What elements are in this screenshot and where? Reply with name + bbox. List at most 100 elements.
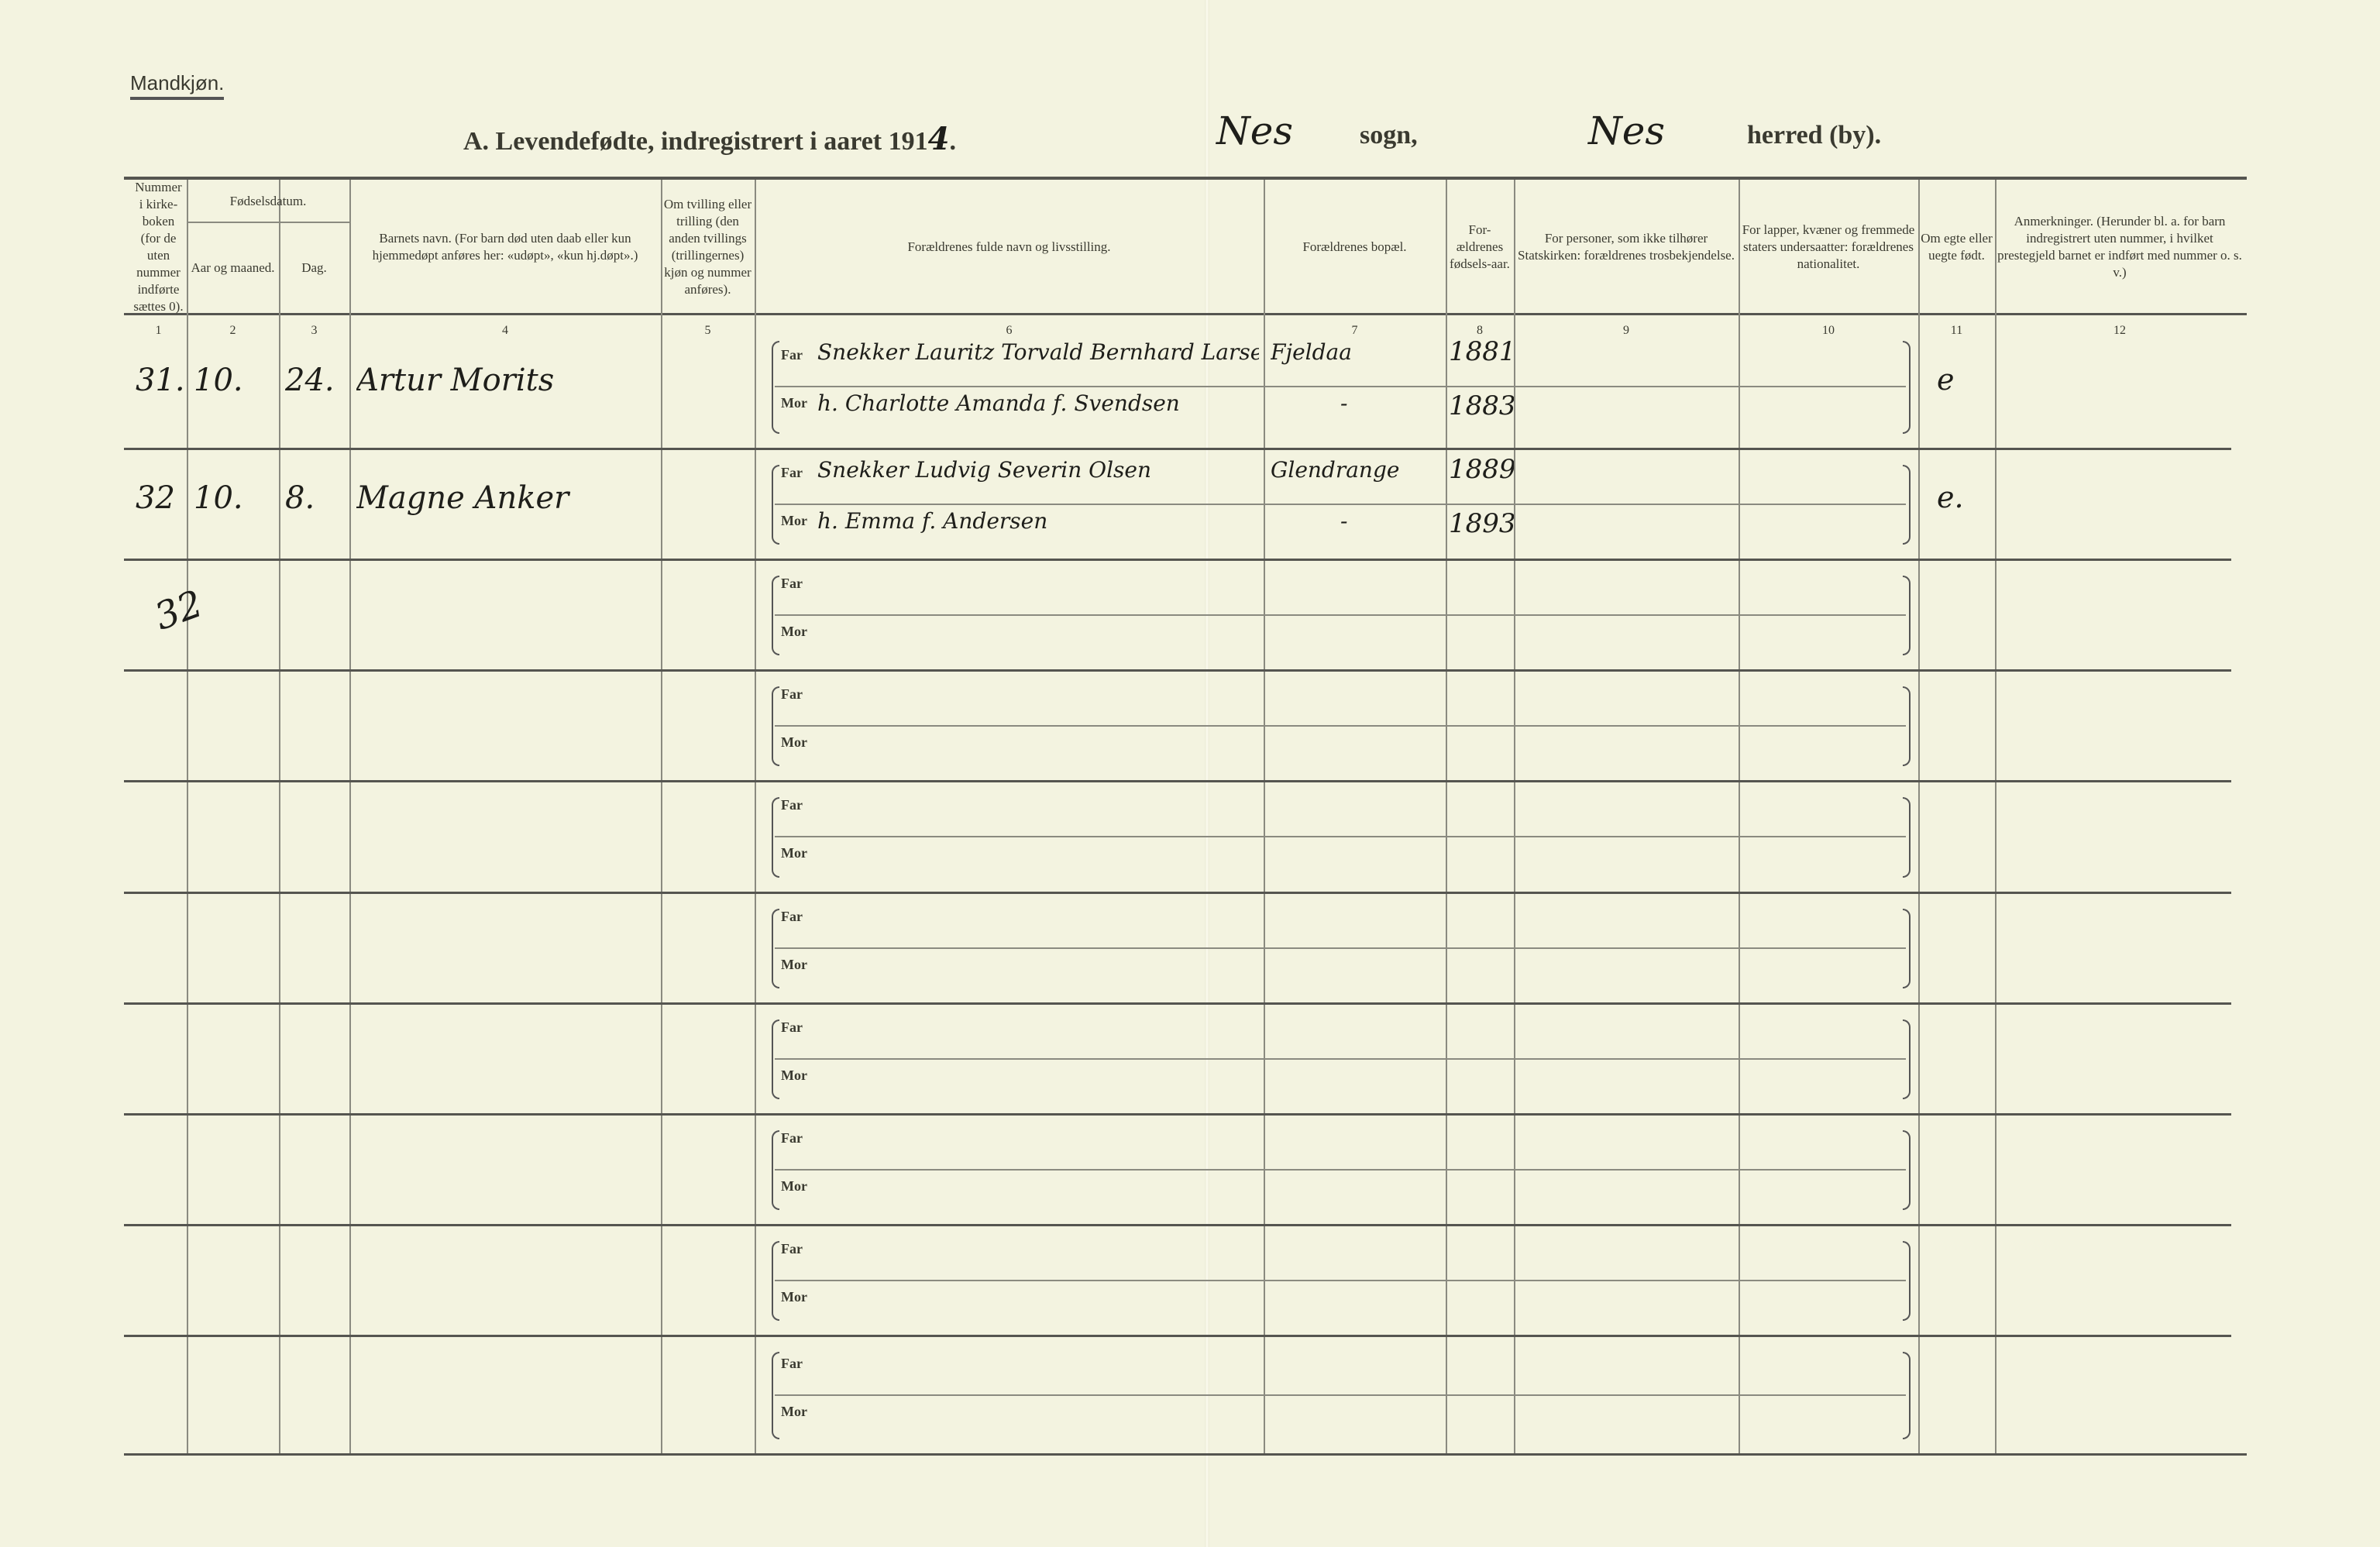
far-mor-divider — [775, 1394, 1906, 1396]
page-title: A. Levendefødte, indregistrert i aaret 1… — [463, 121, 956, 157]
far-mor-divider — [775, 947, 1906, 949]
column-header-6: Forældrenes fulde navn og livsstilling. — [907, 239, 1111, 254]
mother-name: h. Charlotte Amanda f. Svendsen — [817, 390, 1180, 416]
column-number-2: 2 — [229, 324, 236, 337]
row-rule — [124, 448, 2231, 450]
mor-label: Mor — [781, 623, 807, 639]
entry-day: 24. — [285, 363, 335, 398]
mor-label: Mor — [781, 1177, 807, 1194]
column-divider — [187, 180, 188, 1453]
right-brace-icon — [1903, 797, 1911, 878]
mor-label: Mor — [781, 734, 807, 750]
row-rule — [124, 1224, 2231, 1226]
column-divider — [1514, 180, 1515, 1453]
column-number-12: 12 — [2113, 324, 2126, 337]
far-mor-divider — [775, 1279, 1906, 1281]
sex-label: Mandkjøn. — [130, 71, 225, 100]
far-label: Far — [781, 797, 803, 813]
column-divider — [1918, 180, 1920, 1453]
left-brace-icon — [772, 1241, 779, 1321]
left-brace-icon — [772, 797, 779, 878]
right-brace-icon — [1903, 341, 1911, 434]
column-divider — [661, 180, 662, 1453]
father-birth-year: 1881 — [1449, 336, 1514, 367]
far-mor-divider — [775, 1057, 1906, 1060]
margin-note: 32 — [149, 582, 208, 639]
far-label: Far — [781, 1240, 803, 1257]
parish-handwritten: Nes — [1216, 108, 1293, 153]
far-mor-divider — [775, 836, 1906, 837]
row-rule — [124, 1335, 2231, 1337]
mother-residence: - — [1340, 507, 1348, 534]
row-rule — [124, 669, 2231, 672]
title-printed: A. Levendefødte, indregistrert i aaret 1… — [463, 127, 928, 156]
far-label: Far — [781, 1019, 803, 1035]
column-header-7: Forældrenes bopæl. — [1302, 239, 1407, 254]
row-rule — [124, 1002, 2231, 1005]
mor-label: Mor — [781, 845, 807, 861]
mor-label: Mor — [781, 956, 807, 972]
right-brace-icon — [1903, 465, 1911, 545]
far-mor-divider — [775, 724, 1906, 727]
entry-month: 10. — [194, 480, 243, 516]
column-header-10: For lapper, kvæner og fremmede staters u… — [1742, 222, 1915, 271]
district-label: herred (by). — [1747, 121, 1882, 150]
entry-number: 32 — [136, 480, 175, 516]
column-number-9: 9 — [1623, 324, 1629, 337]
column-divider — [1995, 180, 1997, 1453]
column-header-4: Barnets navn. (For barn død uten daab el… — [372, 231, 638, 263]
column-header-8: For-ældrenes fødsels-aar. — [1450, 222, 1510, 271]
column-divider — [1446, 180, 1447, 1453]
row-rule — [124, 892, 2231, 894]
column-number-8: 8 — [1477, 324, 1483, 337]
entry-number: 31. — [136, 363, 185, 398]
mor-label: Mor — [781, 395, 807, 411]
mother-residence: - — [1340, 390, 1348, 416]
mor-label: Mor — [781, 1288, 807, 1305]
left-brace-icon — [772, 1130, 779, 1210]
right-brace-icon — [1903, 909, 1911, 988]
mother-birth-year: 1883 — [1449, 390, 1514, 421]
far-label: Far — [781, 908, 803, 924]
mor-label: Mor — [781, 1403, 807, 1419]
right-brace-icon — [1903, 1130, 1911, 1210]
page-fold — [1205, 0, 1209, 1547]
right-brace-icon — [1903, 1352, 1911, 1439]
row-rule — [124, 780, 2231, 782]
column-header-3: Dag. — [301, 260, 327, 275]
father-residence: Glendrange — [1271, 456, 1400, 483]
column-number-3: 3 — [311, 324, 318, 337]
far-mor-divider — [775, 386, 1906, 387]
entry-month: 10. — [194, 363, 243, 398]
header-top-rule — [124, 177, 2247, 180]
far-label: Far — [781, 686, 803, 702]
column-header-2: Aar og maaned. — [191, 260, 275, 275]
far-label: Far — [781, 575, 803, 591]
legitimacy: e — [1937, 363, 1955, 397]
column-header-9: For personer, som ikke tilhører Statskir… — [1518, 231, 1735, 263]
parish-label: sogn, — [1360, 121, 1418, 150]
column-divider — [349, 180, 351, 1453]
left-brace-icon — [772, 341, 779, 434]
column-divider — [755, 180, 756, 1453]
left-brace-icon — [772, 1019, 779, 1099]
column-number-6: 6 — [1006, 324, 1013, 337]
father-name: Snekker Lauritz Torvald Bernhard Larsen — [817, 339, 1259, 365]
far-mor-divider — [775, 1168, 1906, 1171]
father-birth-year: 1889 — [1449, 453, 1514, 485]
far-label: Far — [781, 464, 803, 480]
right-brace-icon — [1903, 1019, 1911, 1099]
father-residence: Fjeldaa — [1271, 339, 1352, 365]
column-header-11: Om egte eller uegte født. — [1921, 231, 1993, 263]
column-number-4: 4 — [502, 324, 508, 337]
left-brace-icon — [772, 686, 779, 766]
row-rule — [124, 1453, 2247, 1456]
mor-label: Mor — [781, 1067, 807, 1083]
column-number-7: 7 — [1351, 324, 1358, 337]
father-name: Snekker Ludvig Severin Olsen — [817, 456, 1152, 483]
left-brace-icon — [772, 465, 779, 545]
mor-label: Mor — [781, 512, 807, 528]
column-header-1: Nummer i kirke-boken (for de uten nummer… — [133, 180, 184, 314]
far-label: Far — [781, 1129, 803, 1146]
column-number-10: 10 — [1822, 324, 1835, 337]
